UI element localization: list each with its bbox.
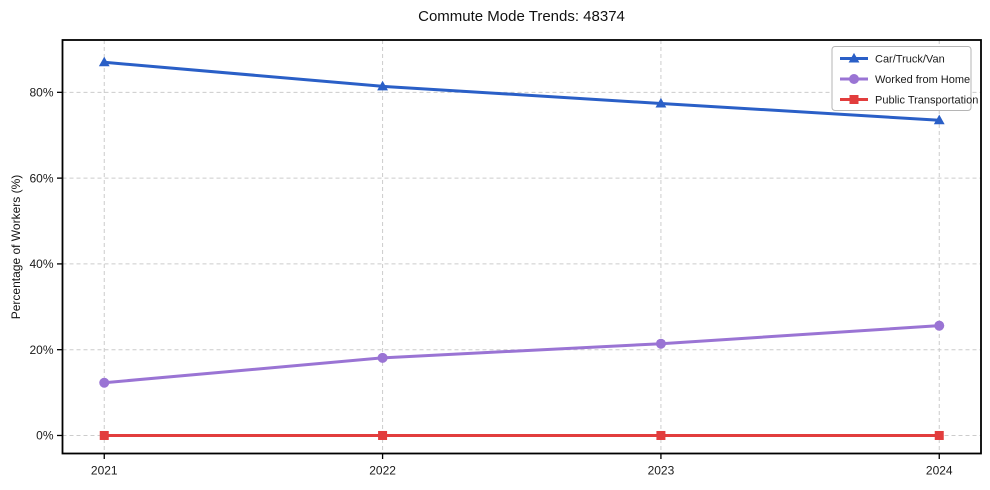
- marker-car-truck-van: [655, 97, 667, 108]
- x-tick-label: 2021: [91, 464, 118, 478]
- legend-box: [831, 46, 972, 111]
- plot-border: [61, 39, 982, 455]
- chart-title: Commute Mode Trends: 48374: [418, 8, 625, 25]
- marker-public-transportation: [378, 430, 388, 440]
- y-tick-label: 80%: [29, 86, 53, 100]
- marker-public-transportation: [99, 430, 109, 440]
- y-tick-label: 40%: [29, 257, 53, 271]
- x-tick-label: 2024: [926, 464, 953, 478]
- marker-car-truck-van: [933, 114, 945, 125]
- marker-car-truck-van: [98, 56, 110, 67]
- y-tick-label: 20%: [29, 343, 53, 357]
- series-line-car-truck-van: [102, 60, 941, 122]
- y-tick-label: 0%: [36, 429, 54, 443]
- marker-car-truck-van: [377, 80, 388, 91]
- marker-worked-from-home: [655, 338, 666, 349]
- legend-marker-worked-from-home: [849, 74, 859, 84]
- marker-public-transportation: [656, 430, 666, 440]
- series-line-worked-from-home: [102, 324, 941, 385]
- y-tick-label: 60%: [29, 171, 53, 185]
- legend-label-car-truck-van: Car/Truck/Van: [875, 53, 945, 65]
- y-axis-label: Percentage of Workers (%): [9, 174, 23, 320]
- legend-marker-car-truck-van: [848, 52, 860, 63]
- x-tick-label: 2022: [369, 464, 396, 478]
- x-tick-label: 2023: [648, 464, 675, 478]
- legend-marker-public-transportation: [849, 95, 859, 104]
- marker-worked-from-home: [99, 377, 110, 388]
- legend-label-worked-from-home: Worked from Home: [875, 74, 970, 86]
- marker-worked-from-home: [934, 320, 945, 331]
- marker-public-transportation: [934, 430, 944, 440]
- marker-worked-from-home: [377, 352, 388, 363]
- legend-label-public-transportation: Public Transportation: [875, 94, 978, 106]
